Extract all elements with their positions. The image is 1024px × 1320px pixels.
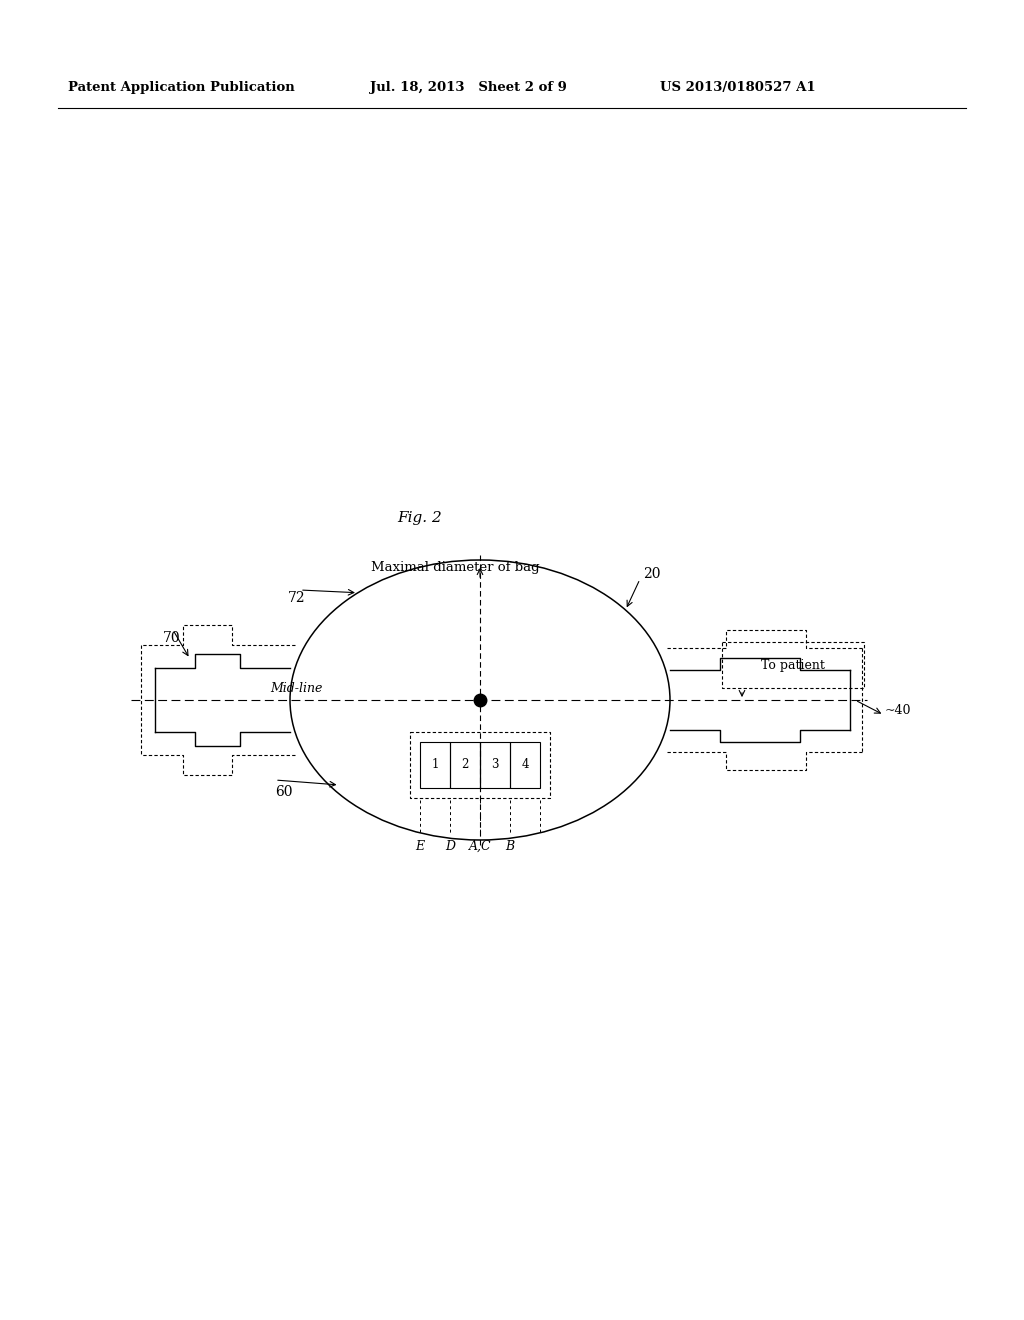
Bar — [450, 742, 480, 788]
Text: 70: 70 — [163, 631, 180, 645]
Text: 2: 2 — [462, 759, 469, 771]
Bar — [510, 742, 540, 788]
Text: To patient: To patient — [761, 659, 825, 672]
Text: Fig. 2: Fig. 2 — [397, 511, 442, 525]
Text: US 2013/0180527 A1: US 2013/0180527 A1 — [660, 82, 816, 95]
Text: 72: 72 — [288, 591, 305, 605]
Text: E: E — [416, 840, 425, 853]
Bar — [480, 742, 510, 788]
Text: Mid-line: Mid-line — [270, 681, 323, 694]
Text: B: B — [506, 840, 515, 853]
Text: 20: 20 — [643, 568, 660, 581]
Text: A,C: A,C — [469, 840, 492, 853]
Bar — [420, 742, 450, 788]
Text: 60: 60 — [275, 785, 293, 799]
Text: Jul. 18, 2013   Sheet 2 of 9: Jul. 18, 2013 Sheet 2 of 9 — [370, 82, 567, 95]
Text: ~40: ~40 — [885, 704, 911, 717]
Text: 1: 1 — [431, 759, 438, 771]
Text: 3: 3 — [492, 759, 499, 771]
Text: D: D — [445, 840, 455, 853]
Text: Maximal diameter of bag: Maximal diameter of bag — [371, 561, 540, 574]
Text: Patent Application Publication: Patent Application Publication — [68, 82, 295, 95]
Text: 4: 4 — [521, 759, 528, 771]
